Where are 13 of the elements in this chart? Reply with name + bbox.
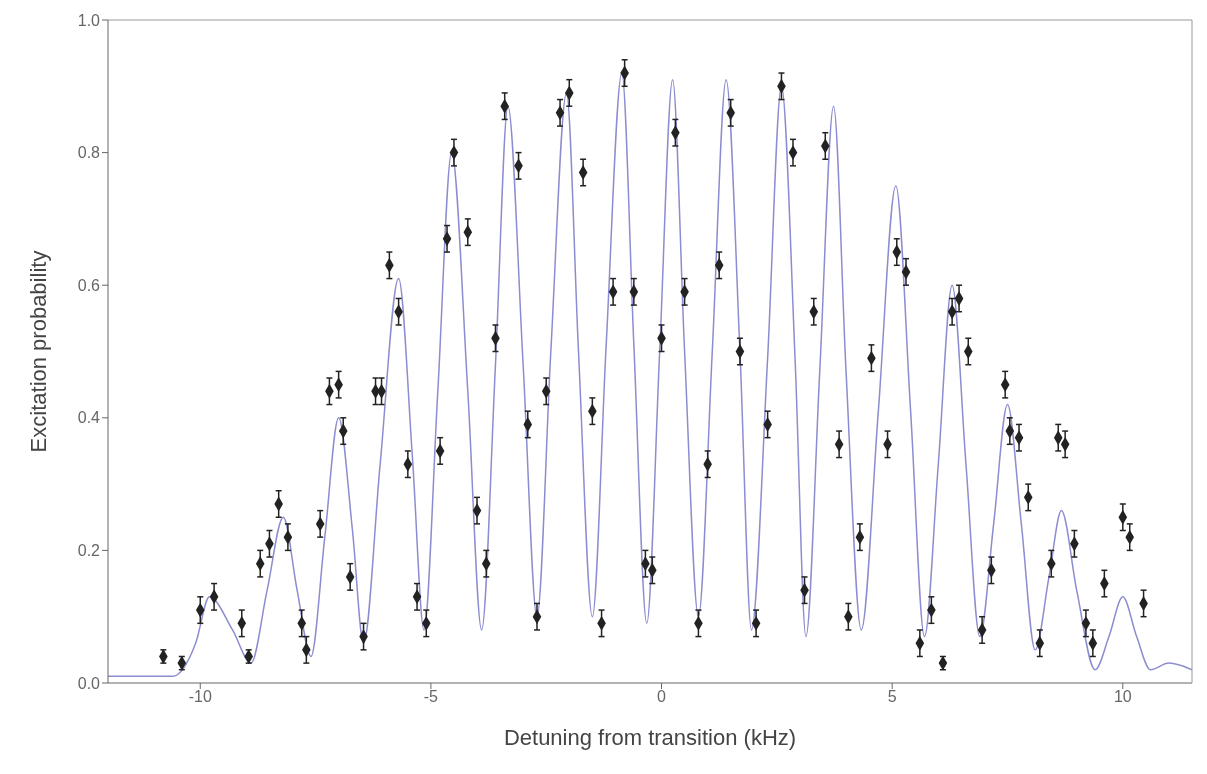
y-tick-label: 0.6 <box>77 276 101 294</box>
x-tick-label: -5 <box>423 688 439 706</box>
x-tick-label: -10 <box>188 688 212 706</box>
y-tick-label: 0.4 <box>77 409 101 427</box>
x-tick-label: 0 <box>657 688 667 706</box>
y-tick-label: 0.2 <box>77 542 101 560</box>
y-tick-label: 1.0 <box>77 11 101 29</box>
y-axis-title: Excitation probability <box>25 250 51 453</box>
x-tick-label: 5 <box>887 688 897 706</box>
x-axis-title: Detuning from transition (kHz) <box>503 725 797 750</box>
y-tick-label: 0.8 <box>77 144 101 162</box>
x-tick-label: 10 <box>1113 688 1132 706</box>
y-tick-label: 0.0 <box>77 674 101 692</box>
